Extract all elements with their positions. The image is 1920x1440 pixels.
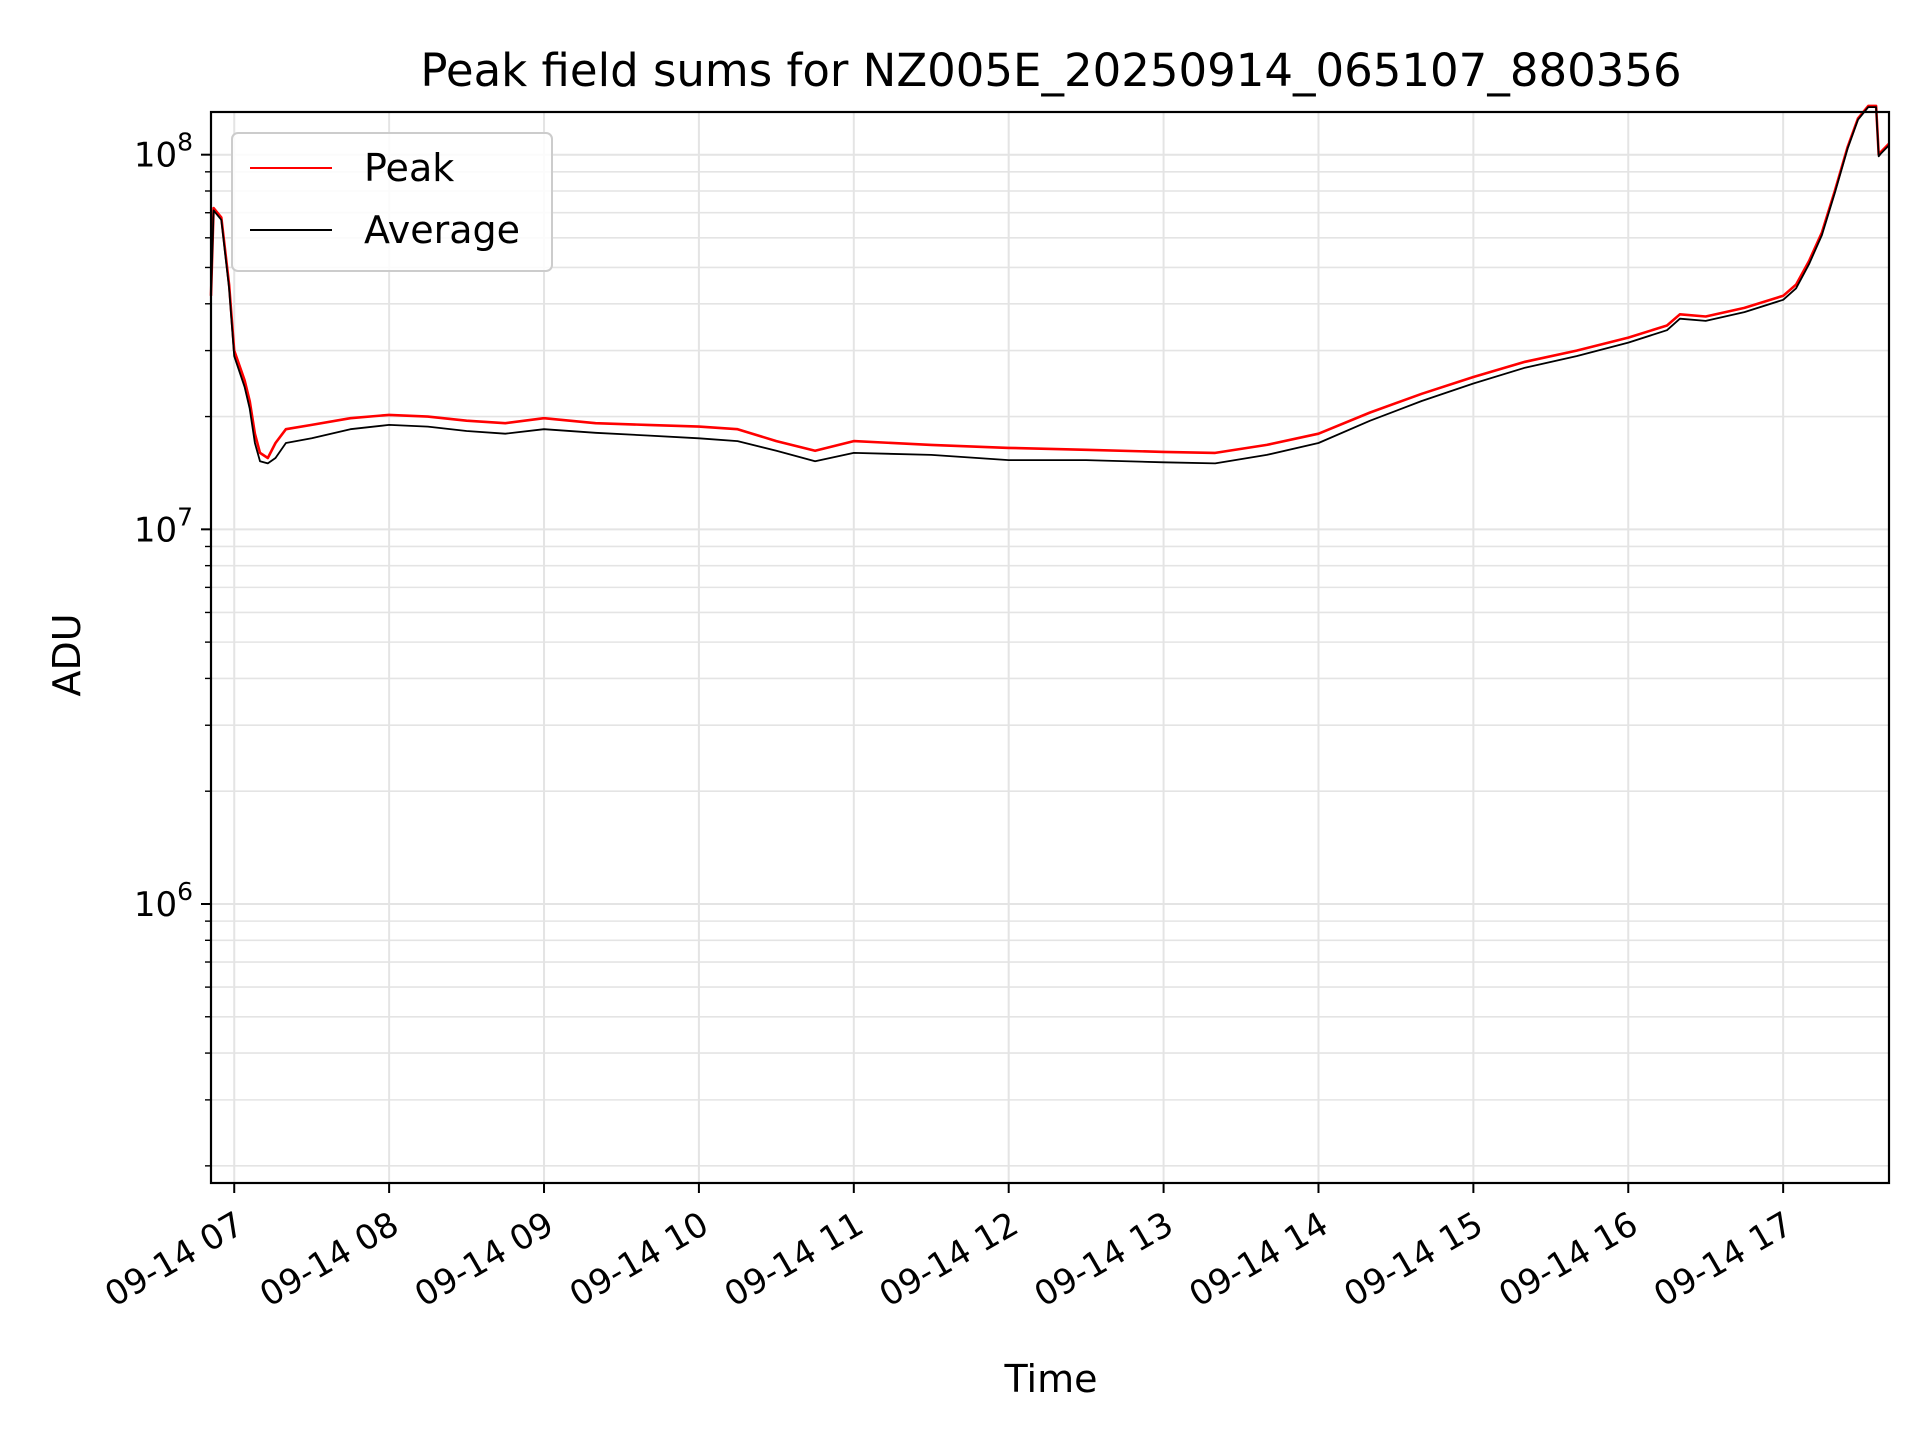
x-axis-label: Time	[1004, 1357, 1098, 1401]
plot-series	[209, 104, 1890, 465]
series-line-average	[210, 106, 1890, 465]
series-line-peak	[209, 104, 1890, 460]
legend-label: Peak	[364, 146, 454, 190]
grid	[211, 112, 1889, 1183]
chart-title: Peak field sums for NZ005E_20250914_0651…	[420, 44, 1681, 97]
y-axis-label: ADU	[45, 613, 89, 696]
legend-label: Average	[364, 208, 520, 252]
plot-frame	[209, 110, 1891, 1185]
legend: Peak Average	[231, 132, 553, 272]
